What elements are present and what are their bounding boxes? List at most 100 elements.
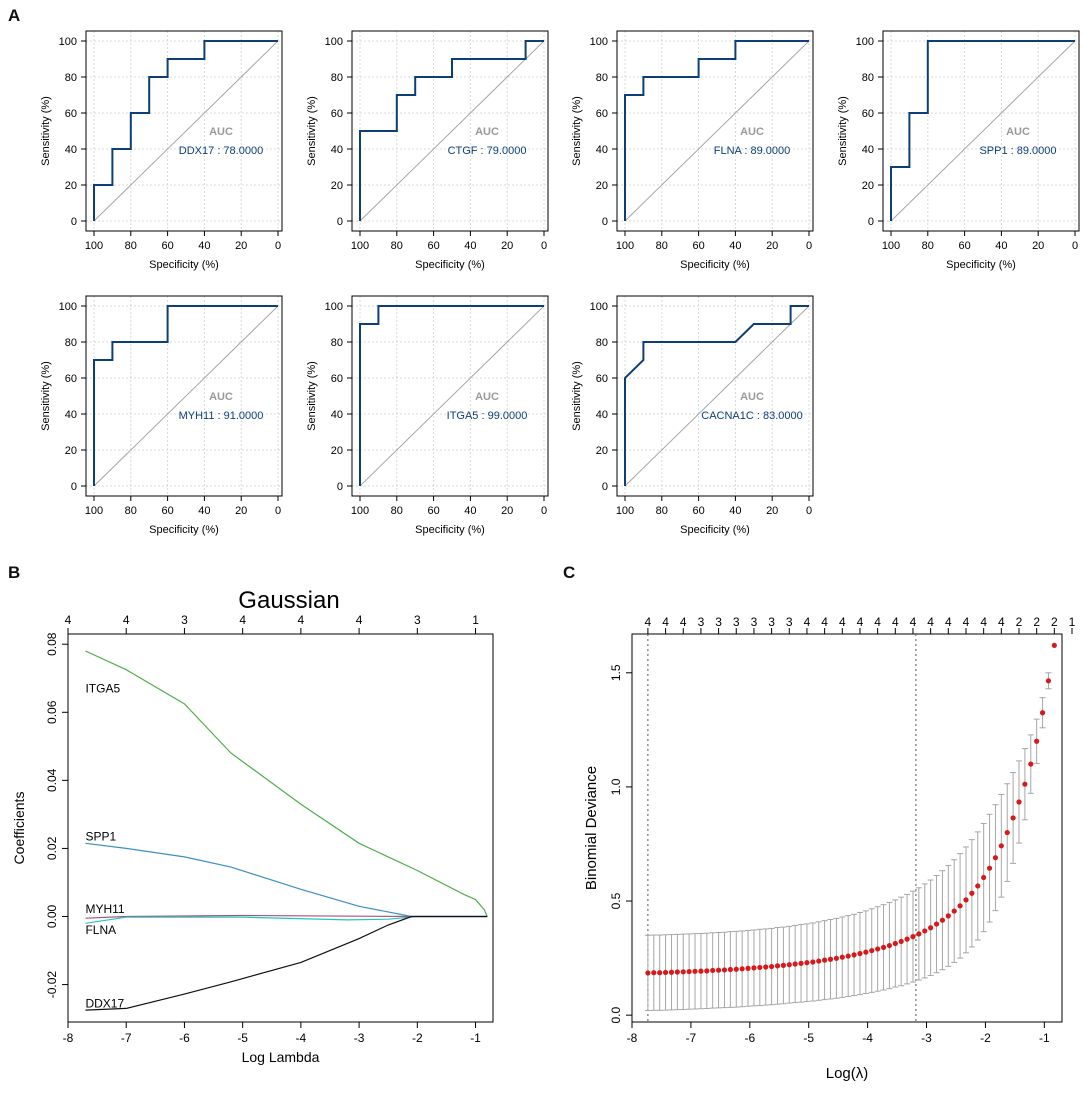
deviance-point bbox=[886, 942, 893, 949]
y-tick-label: 60 bbox=[65, 373, 77, 385]
y-tick-label: 60 bbox=[596, 108, 608, 120]
plot-frame bbox=[616, 30, 814, 232]
chart-title: Gaussian bbox=[238, 587, 339, 614]
diagonal-reference-line bbox=[359, 305, 545, 487]
deviance-point bbox=[651, 970, 657, 976]
top-tick-label: 4 bbox=[945, 615, 952, 629]
x-axis-label: Specificity (%) bbox=[415, 524, 485, 536]
deviance-point bbox=[898, 938, 904, 945]
y-tick-label: 1.0 bbox=[609, 778, 623, 795]
y-tick-label: 40 bbox=[331, 144, 343, 156]
y-tick-label: 0.00 bbox=[45, 904, 59, 928]
y-tick-label: 0.08 bbox=[45, 632, 59, 656]
deviance-point bbox=[904, 936, 910, 942]
plot-frame bbox=[351, 30, 549, 232]
deviance-point bbox=[986, 865, 993, 871]
plot-frame bbox=[882, 30, 1080, 232]
y-axis-label: Sensitivity (%) bbox=[837, 96, 849, 166]
deviance-point bbox=[1051, 642, 1057, 649]
auc-heading: AUC bbox=[475, 391, 499, 403]
y-tick-label: 40 bbox=[65, 144, 77, 156]
plot-frame bbox=[85, 30, 283, 232]
y-tick-label: 100 bbox=[856, 36, 874, 48]
coef-path-ddx17 bbox=[85, 915, 488, 1011]
y-tick-label: 60 bbox=[331, 108, 343, 120]
y-tick-label: 60 bbox=[331, 373, 343, 385]
deviance-point bbox=[692, 968, 698, 974]
y-tick-label: 40 bbox=[862, 144, 874, 156]
deviance-point bbox=[798, 960, 804, 966]
x-tick-label: 80 bbox=[391, 240, 403, 252]
deviance-point bbox=[916, 931, 922, 937]
y-axis-label: Sensitivity (%) bbox=[571, 96, 583, 166]
plot-frame bbox=[67, 633, 494, 1023]
top-tick-label: 2 bbox=[1033, 615, 1040, 629]
plot-frame bbox=[85, 295, 283, 497]
series-label-flna: FLNA bbox=[85, 923, 116, 937]
deviance-point bbox=[721, 967, 728, 973]
x-tick-label: 0 bbox=[806, 240, 812, 252]
y-tick-label: 80 bbox=[331, 337, 343, 349]
deviance-point bbox=[769, 963, 775, 970]
top-tick-label: 4 bbox=[892, 615, 899, 629]
y-tick-label: 100 bbox=[59, 36, 77, 48]
top-tick-label: 3 bbox=[768, 615, 775, 629]
series-label-spp1: SPP1 bbox=[85, 830, 116, 844]
y-tick-label: 100 bbox=[59, 301, 77, 313]
top-tick-label: 3 bbox=[786, 615, 793, 629]
y-tick-label: 100 bbox=[325, 36, 343, 48]
top-tick-label: 4 bbox=[857, 615, 864, 629]
y-tick-label: 60 bbox=[862, 108, 874, 120]
plot-frame bbox=[631, 633, 1063, 1023]
y-tick-label: 20 bbox=[862, 180, 874, 192]
roc-curve bbox=[890, 40, 1075, 221]
auc-value: CTGF : 79.0000 bbox=[448, 145, 527, 157]
x-tick-label: -4 bbox=[296, 1031, 307, 1045]
deviance-point bbox=[981, 874, 987, 881]
coef-path-itga5 bbox=[85, 650, 488, 917]
deviance-point bbox=[662, 969, 669, 976]
deviance-point bbox=[910, 934, 916, 940]
auc-heading: AUC bbox=[209, 391, 233, 403]
x-tick-label: 100 bbox=[616, 240, 634, 252]
y-tick-label: 0 bbox=[602, 216, 608, 228]
roc-curve bbox=[93, 40, 278, 221]
deviance-point bbox=[939, 917, 946, 923]
deviance-point bbox=[1010, 815, 1016, 821]
x-tick-label: 60 bbox=[427, 240, 439, 252]
deviance-point bbox=[727, 966, 733, 973]
x-tick-label: 20 bbox=[766, 505, 778, 517]
deviance-point bbox=[786, 962, 792, 968]
auc-heading: AUC bbox=[740, 391, 764, 403]
x-tick-label: 60 bbox=[692, 505, 704, 517]
x-tick-label: 80 bbox=[656, 240, 668, 252]
panel-letter-b: B bbox=[8, 563, 20, 582]
deviance-point bbox=[845, 953, 851, 959]
deviance-point bbox=[851, 952, 857, 958]
auc-heading: AUC bbox=[740, 126, 764, 138]
x-tick-label: 40 bbox=[995, 240, 1007, 252]
deviance-point bbox=[922, 928, 928, 934]
y-tick-label: 60 bbox=[596, 373, 608, 385]
x-tick-label: 60 bbox=[161, 240, 173, 252]
x-tick-label: 60 bbox=[427, 505, 439, 517]
diagonal-reference-line bbox=[624, 40, 810, 222]
deviance-point bbox=[945, 913, 951, 919]
x-axis-label: Specificity (%) bbox=[149, 259, 219, 271]
y-axis-label: Sensitivity (%) bbox=[40, 96, 52, 166]
top-tick-label: 4 bbox=[298, 613, 305, 627]
top-tick-label: 3 bbox=[715, 615, 722, 629]
deviance-point bbox=[875, 946, 881, 952]
deviance-point bbox=[1016, 799, 1022, 805]
y-tick-label: 100 bbox=[590, 301, 608, 313]
deviance-point bbox=[704, 968, 710, 974]
deviance-point bbox=[892, 940, 898, 947]
x-tick-label: 0 bbox=[541, 240, 547, 252]
x-axis-label: Specificity (%) bbox=[946, 259, 1016, 271]
y-tick-label: 0.5 bbox=[609, 892, 623, 909]
series-label-myh11: MYH11 bbox=[85, 902, 124, 916]
x-tick-label: -2 bbox=[412, 1031, 423, 1045]
deviance-point bbox=[686, 968, 692, 975]
x-tick-label: 60 bbox=[692, 240, 704, 252]
deviance-point bbox=[963, 897, 969, 903]
